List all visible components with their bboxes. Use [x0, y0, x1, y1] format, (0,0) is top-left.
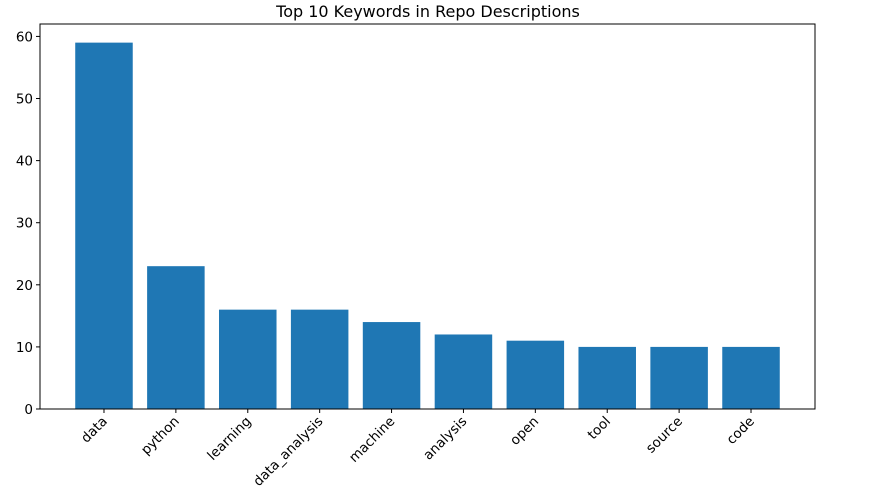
x-tick-label-analysis: analysis: [420, 414, 470, 464]
bar-data_analysis: [290, 309, 349, 409]
bar-learning: [219, 309, 277, 409]
bar-analysis: [434, 334, 493, 409]
y-tick-label: 0: [24, 402, 33, 418]
bars-group: [75, 42, 780, 409]
x-tick-label-open: open: [507, 414, 542, 449]
x-tick-label-machine: machine: [346, 414, 398, 466]
chart-title: Top 10 Keywords in Repo Descriptions: [275, 2, 580, 21]
plot-frame: [39, 23, 816, 410]
y-tick-label: 20: [16, 278, 33, 294]
y-tick-label: 50: [16, 92, 33, 108]
bar-open: [506, 340, 565, 409]
x-tick-label-python: python: [138, 414, 183, 459]
x-tick-label-tool: tool: [585, 414, 614, 443]
y-tick-label: 10: [16, 340, 33, 356]
y-axis: 0 10 20 30 40 50 60: [16, 29, 40, 418]
x-tick-label-source: source: [643, 414, 686, 457]
bar-data: [75, 42, 133, 409]
bar-machine: [362, 322, 421, 409]
bar-source: [650, 346, 708, 409]
y-tick-label: 30: [16, 216, 33, 232]
x-tick-label-code: code: [724, 414, 758, 448]
y-tick-label: 60: [16, 29, 33, 45]
bar-tool: [578, 346, 636, 409]
x-tick-label-data_analysis: data_analysis: [250, 414, 326, 490]
bar-code: [722, 346, 780, 409]
x-tick-label-data: data: [78, 414, 111, 447]
y-tick-label: 40: [16, 154, 33, 170]
bar-python: [147, 266, 205, 409]
x-tick-label-learning: learning: [204, 414, 254, 464]
